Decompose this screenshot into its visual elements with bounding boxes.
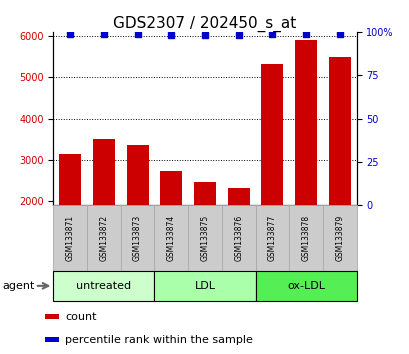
Text: ox-LDL: ox-LDL	[286, 281, 324, 291]
Bar	[255, 205, 289, 271]
Text: GSM133876: GSM133876	[234, 215, 243, 261]
Bar	[45, 337, 59, 342]
Bar	[188, 205, 221, 271]
Bar	[322, 205, 356, 271]
Bar	[53, 271, 154, 301]
Text: count: count	[65, 312, 97, 321]
Bar	[294, 40, 316, 205]
Text: GSM133877: GSM133877	[267, 215, 276, 261]
Bar	[126, 144, 148, 205]
Bar	[221, 205, 255, 271]
Bar	[328, 57, 350, 205]
Text: GSM133875: GSM133875	[200, 215, 209, 261]
Bar	[93, 139, 115, 205]
Bar	[255, 271, 356, 301]
Text: GDS2307 / 202450_s_at: GDS2307 / 202450_s_at	[113, 16, 296, 32]
Bar	[289, 205, 322, 271]
Bar	[53, 205, 87, 271]
Text: GSM133874: GSM133874	[166, 215, 175, 261]
Text: GSM133871: GSM133871	[65, 215, 74, 261]
Bar	[193, 182, 216, 205]
Text: agent: agent	[2, 281, 34, 291]
Bar	[45, 314, 59, 319]
Bar	[154, 205, 188, 271]
Text: GSM133873: GSM133873	[133, 215, 142, 261]
Bar	[120, 205, 154, 271]
Text: LDL: LDL	[194, 281, 215, 291]
Text: untreated: untreated	[76, 281, 131, 291]
Bar	[154, 271, 255, 301]
Text: percentile rank within the sample: percentile rank within the sample	[65, 335, 253, 344]
Text: GSM133872: GSM133872	[99, 215, 108, 261]
Bar	[160, 171, 182, 205]
Text: GSM133878: GSM133878	[301, 215, 310, 261]
Bar	[87, 205, 120, 271]
Bar	[59, 154, 81, 205]
Text: GSM133879: GSM133879	[335, 215, 344, 261]
Bar	[227, 188, 249, 205]
Bar	[261, 64, 283, 205]
